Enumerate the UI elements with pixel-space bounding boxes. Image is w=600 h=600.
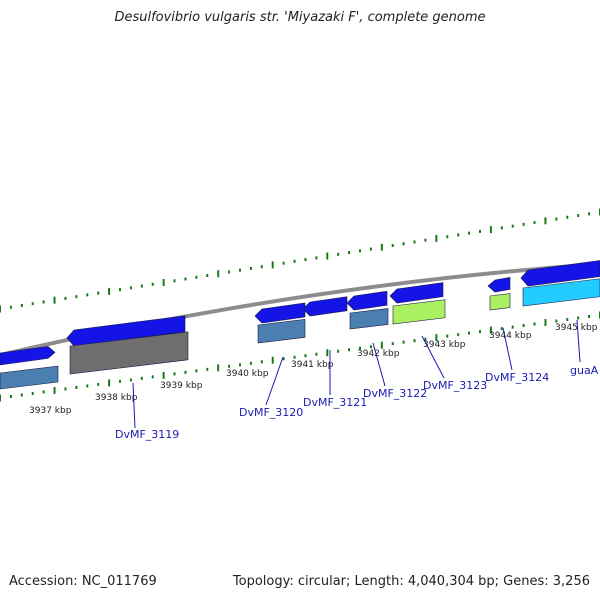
scale-label: 3940 kbp	[226, 369, 269, 379]
accession-text: Accession: NC_011769	[9, 574, 157, 589]
gene-feature[interactable]	[392, 299, 446, 325]
gene-label[interactable]: DvMF_3121	[303, 396, 367, 409]
gene-feature[interactable]	[522, 278, 600, 307]
gene-feature[interactable]	[489, 293, 511, 311]
scale-label: 3939 kbp	[160, 381, 203, 391]
gene-feature[interactable]	[257, 319, 306, 344]
scale-label: 3937 kbp	[29, 406, 72, 416]
gene-feature[interactable]	[0, 346, 56, 366]
genome-summary-text: Topology: circular; Length: 4,040,304 bp…	[232, 574, 590, 589]
scale-label: 3941 kbp	[291, 360, 334, 370]
scale-label: 3945 kbp	[555, 323, 598, 333]
gene-label[interactable]: DvMF_3119	[115, 428, 179, 441]
gene-leader-line	[421, 335, 445, 379]
gene-label[interactable]: DvMF_3120	[239, 406, 303, 419]
kbp-scale: 3937 kbp 3938 kbp 3939 kbp 3940 kbp 3941 kbp…	[29, 323, 598, 416]
scale-label: 3938 kbp	[95, 393, 138, 403]
gene-labels: DvMF_3119DvMF_3120DvMF_3121DvMF_3122DvMF…	[115, 319, 599, 441]
gene-leader-line	[372, 342, 386, 387]
gene-feature[interactable]	[69, 331, 189, 375]
gene-label[interactable]: DvMF_3123	[423, 379, 487, 392]
gene-feature[interactable]	[302, 296, 348, 317]
gene-leader-line	[576, 319, 581, 363]
gene-feature[interactable]	[0, 365, 59, 390]
gene-label[interactable]: DvMF_3124	[485, 371, 549, 384]
gene-label[interactable]: DvMF_3122	[363, 387, 427, 400]
gene-feature[interactable]	[487, 277, 511, 293]
gene-feature[interactable]	[349, 308, 389, 330]
gene-leader-line	[265, 356, 284, 406]
gene-leader-line	[502, 327, 513, 371]
scale-label: 3943 kbp	[423, 340, 466, 350]
gene-feature[interactable]	[520, 260, 600, 287]
gene-feature[interactable]	[66, 315, 186, 347]
lower-tick-track	[0, 311, 600, 402]
gene-leader-line	[132, 382, 136, 429]
map-title: Desulfovibrio vulgaris str. 'Miyazaki F'…	[114, 10, 486, 25]
gene-label[interactable]: guaA	[570, 364, 599, 377]
gene-feature[interactable]	[389, 282, 444, 304]
scale-label: 3942 kbp	[357, 349, 400, 359]
scale-label: 3944 kbp	[489, 331, 532, 341]
upper-tick-track	[0, 208, 600, 313]
gene-feature[interactable]	[346, 290, 388, 311]
gene-track	[0, 260, 600, 390]
